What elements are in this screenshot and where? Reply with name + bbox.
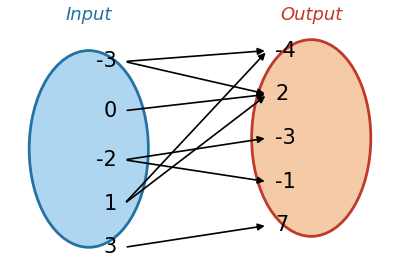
Text: Input: Input: [66, 6, 112, 24]
Text: -3: -3: [96, 52, 116, 71]
Text: 3: 3: [103, 237, 116, 257]
Text: -4: -4: [276, 41, 296, 60]
Text: -3: -3: [276, 128, 296, 148]
Text: -1: -1: [276, 172, 296, 192]
Text: 1: 1: [103, 193, 116, 214]
Ellipse shape: [252, 40, 371, 236]
Text: 0: 0: [103, 101, 116, 121]
Text: 2: 2: [276, 84, 289, 104]
Ellipse shape: [29, 51, 148, 247]
Text: -2: -2: [96, 150, 116, 170]
Text: 7: 7: [276, 216, 289, 235]
Text: Output: Output: [280, 6, 342, 24]
